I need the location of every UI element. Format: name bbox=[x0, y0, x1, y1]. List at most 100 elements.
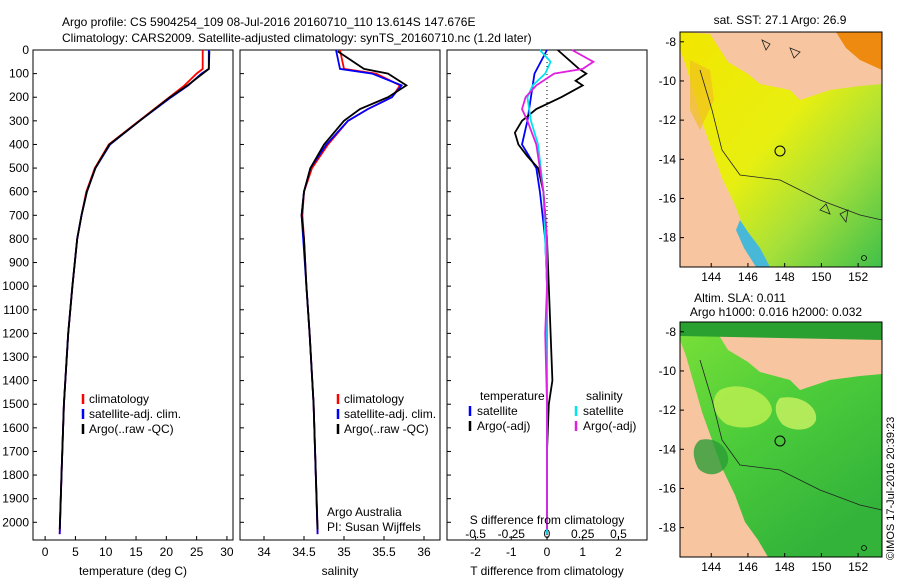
map-lon-label: 150 bbox=[811, 270, 831, 284]
map-lon-label: 144 bbox=[701, 270, 721, 284]
x-tick-label: 20 bbox=[160, 545, 174, 559]
legend-label: climatology bbox=[344, 392, 404, 406]
map-lat-label: -10 bbox=[659, 364, 677, 378]
series-line bbox=[301, 49, 402, 535]
x-tick-label: 30 bbox=[220, 545, 234, 559]
series-line bbox=[58, 50, 210, 535]
salinity-annotation-line-2: PI: Susan Wijffels bbox=[327, 520, 421, 534]
sla-map bbox=[680, 322, 882, 557]
figure-title-line-2: Climatology: CARS2009. Satellite-adjuste… bbox=[62, 31, 532, 45]
difference-top-x-label: S difference from climatology bbox=[470, 513, 625, 527]
sla-map-isobath bbox=[699, 359, 882, 511]
difference-line bbox=[513, 49, 588, 530]
x-tick-label: 0 bbox=[42, 545, 49, 559]
legend-label: satellite-adj. clim. bbox=[344, 407, 436, 421]
depth-tick-label: 1100 bbox=[3, 303, 29, 317]
map-lat-label: -8 bbox=[665, 325, 676, 339]
depth-tick-label: 2000 bbox=[2, 515, 29, 529]
depth-tick-label: 1600 bbox=[2, 421, 29, 435]
x-tick-label: 10 bbox=[99, 545, 113, 559]
x-tick-label: 36 bbox=[417, 545, 431, 559]
map-lat-label: -16 bbox=[659, 191, 677, 205]
x-tick-label: 1 bbox=[579, 545, 586, 559]
sst-map-cold-coast bbox=[736, 220, 770, 267]
sla-map-small-marker bbox=[861, 545, 867, 551]
difference-line bbox=[521, 49, 596, 530]
top-x-tick-label: -0.5 bbox=[465, 527, 486, 541]
sst-map-coast-islands bbox=[761, 39, 849, 223]
depth-tick-label: 600 bbox=[9, 185, 29, 199]
x-tick-label: -1 bbox=[506, 545, 517, 559]
legend-label: satellite bbox=[477, 404, 518, 418]
sst-map-frame bbox=[679, 31, 883, 268]
map-lon-label: 152 bbox=[848, 560, 868, 574]
sst-map-warm-patch bbox=[690, 60, 714, 130]
depth-tick-label: 1700 bbox=[2, 444, 29, 458]
depth-tick-label: 300 bbox=[9, 114, 29, 128]
x-tick-label: 35 bbox=[337, 545, 351, 559]
depth-tick-label: 1500 bbox=[2, 397, 29, 411]
x-tick-label: 25 bbox=[190, 545, 204, 559]
legend-label: Argo(..raw -QC) bbox=[89, 422, 174, 436]
top-x-tick-label: -0.25 bbox=[498, 527, 526, 541]
x-tick-label: 5 bbox=[72, 545, 79, 559]
sla-map-light-blob-2 bbox=[775, 397, 817, 430]
sst-map-ocean bbox=[680, 32, 882, 267]
footer-credit: ©IMOS 17-Jul-2016 20:39:23 bbox=[885, 417, 897, 560]
difference-line bbox=[521, 49, 548, 535]
map-lat-label: -14 bbox=[659, 152, 677, 166]
depth-tick-label: 900 bbox=[9, 256, 29, 270]
temperature-x-label: temperature (deg C) bbox=[79, 564, 187, 578]
map-lon-label: 146 bbox=[738, 560, 758, 574]
depth-tick-label: 400 bbox=[9, 137, 29, 151]
map-lon-label: 152 bbox=[848, 270, 868, 284]
sst-map-small-marker bbox=[861, 255, 867, 261]
series-line bbox=[300, 50, 409, 530]
sst-map-warm-corner bbox=[836, 32, 882, 70]
x-tick-label: 0 bbox=[544, 545, 551, 559]
map-lat-label: -14 bbox=[659, 442, 677, 456]
map-lon-label: 144 bbox=[701, 560, 721, 574]
map-lon-label: 148 bbox=[775, 560, 795, 574]
temperature-panel-frame bbox=[32, 49, 234, 541]
map-lat-label: -18 bbox=[659, 231, 677, 245]
sla-map-ocean bbox=[680, 322, 882, 557]
sla-map-dark-blob bbox=[693, 439, 729, 475]
salinity-annotation-line-1: Argo Australia bbox=[327, 505, 402, 519]
map-lat-label: -12 bbox=[659, 113, 677, 127]
sla-map-title: Altim. SLA: 0.011 bbox=[694, 291, 786, 305]
figure-title-line-1: Argo profile: CS 5904254_109 08-Jul-2016… bbox=[62, 15, 475, 29]
sla-map-frame bbox=[679, 321, 883, 558]
map-lon-label: 148 bbox=[775, 270, 795, 284]
sst-map bbox=[680, 32, 882, 267]
top-x-tick-label: 0.5 bbox=[610, 527, 627, 541]
salinity-x-label: salinity bbox=[322, 564, 359, 578]
legend-label: climatology bbox=[89, 392, 149, 406]
x-tick-label: -2 bbox=[470, 545, 481, 559]
x-tick-label: 15 bbox=[129, 545, 143, 559]
top-x-tick-label: 0.25 bbox=[571, 527, 595, 541]
x-tick-label: 35.5 bbox=[372, 545, 396, 559]
series-line bbox=[58, 50, 204, 535]
x-tick-label: 2 bbox=[615, 545, 622, 559]
map-lon-label: 150 bbox=[811, 560, 831, 574]
depth-tick-label: 1800 bbox=[2, 468, 29, 482]
map-lat-label: -18 bbox=[659, 521, 677, 535]
map-lat-label: -16 bbox=[659, 481, 677, 495]
map-lat-label: -12 bbox=[659, 403, 677, 417]
sst-map-title: sat. SST: 27.1 Argo: 26.9 bbox=[714, 13, 847, 27]
legend-label: Argo(-adj) bbox=[583, 419, 636, 433]
legend-label: satellite-adj. clim. bbox=[89, 407, 181, 421]
depth-tick-label: 1000 bbox=[2, 279, 29, 293]
x-tick-label: 34.5 bbox=[292, 545, 316, 559]
map-lat-label: -8 bbox=[665, 35, 676, 49]
sla-map-dark-strip bbox=[680, 322, 882, 340]
depth-tick-label: 1300 bbox=[2, 350, 29, 364]
series-line bbox=[300, 49, 404, 535]
depth-tick-label: 1200 bbox=[2, 326, 29, 340]
salinity-panel-frame bbox=[239, 49, 441, 541]
depth-tick-label: 0 bbox=[22, 43, 29, 57]
sla-map-light-blob-1 bbox=[713, 386, 772, 428]
depth-tick-label: 200 bbox=[9, 90, 29, 104]
